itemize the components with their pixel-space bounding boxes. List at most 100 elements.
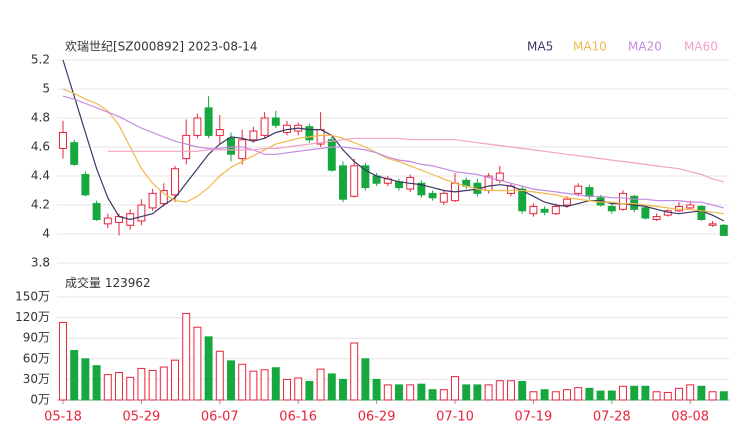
x-tick-label: 07-28: [593, 410, 631, 425]
y-tick-label: 4.2: [31, 198, 50, 212]
candle-body: [70, 142, 79, 165]
candle-body: [585, 187, 594, 197]
candle-body: [171, 168, 179, 196]
volume-bar: [484, 384, 493, 401]
volume-bar: [473, 384, 482, 401]
volume-bar: [103, 374, 112, 401]
volume-bar: [238, 363, 247, 401]
volume-bar: [171, 359, 179, 401]
candle: [148, 189, 157, 211]
candle: [417, 180, 426, 198]
candle: [708, 220, 717, 227]
y-tick-label: 4.4: [31, 169, 50, 183]
candle-body: [607, 205, 616, 212]
candle: [260, 112, 269, 139]
candle: [719, 223, 728, 236]
volume-bar: [708, 391, 717, 401]
volume-bar: [137, 367, 146, 401]
legend-label: MA20: [628, 40, 662, 54]
candle-body: [439, 192, 448, 203]
candle-body: [260, 117, 269, 136]
candle: [641, 206, 650, 220]
ma-line: [62, 88, 724, 215]
volume-bar: [327, 373, 336, 401]
candle-body: [551, 205, 560, 215]
legend-label: MA60: [684, 40, 718, 54]
legend-label: MA10: [573, 40, 607, 54]
volume-label: 成交量: [65, 275, 101, 290]
volume-bar: [462, 384, 471, 401]
candle-body: [103, 217, 112, 225]
volume-bar: [383, 384, 392, 401]
volume-bar: [372, 378, 381, 401]
candle-body: [563, 198, 571, 206]
candle: [439, 190, 448, 205]
volume-tick-label: 60万: [23, 351, 50, 365]
candle: [327, 136, 336, 172]
candle-body: [361, 165, 370, 189]
candle-body: [652, 216, 661, 221]
volume-bar: [227, 360, 235, 401]
candle-body: [305, 126, 314, 141]
volume-bar: [585, 387, 594, 401]
candle: [182, 119, 191, 165]
volume-bar: [283, 378, 291, 401]
volume-bar: [630, 385, 639, 401]
candle-body: [428, 192, 437, 199]
candle-body: [619, 192, 627, 210]
candle: [70, 139, 79, 166]
candle-body: [238, 139, 247, 160]
volume-bar: [507, 380, 515, 401]
y-tick-label: 5: [42, 82, 50, 96]
candle-body: [215, 129, 224, 136]
candle-body: [81, 174, 90, 196]
x-tick-label: 06-07: [201, 410, 239, 425]
volume-bar: [126, 376, 135, 401]
candle: [193, 113, 202, 139]
volume-bar: [339, 378, 347, 401]
volume-bar: [271, 367, 280, 401]
candle-body: [271, 117, 280, 126]
volume-bar: [551, 391, 560, 401]
candle-body: [630, 195, 639, 210]
candle-body: [686, 204, 695, 209]
candle: [103, 213, 112, 229]
candle-body: [719, 224, 728, 236]
ma-line: [107, 137, 724, 183]
volume-bar: [641, 385, 650, 401]
candle: [697, 205, 706, 221]
y-tick-label: 3.8: [31, 256, 50, 270]
volume-bar: [350, 342, 359, 401]
candle-body: [417, 182, 426, 196]
volume-bar: [305, 380, 314, 401]
candle: [585, 184, 594, 200]
volume-bar: [540, 389, 549, 401]
candle: [59, 120, 67, 159]
candle: [607, 203, 616, 214]
volume-bar: [529, 391, 538, 401]
candle: [339, 161, 347, 203]
volume-bar: [260, 369, 269, 401]
candle-body: [529, 205, 538, 215]
volume-bar: [619, 385, 627, 401]
volume-bar: [193, 326, 202, 401]
candle: [215, 115, 224, 145]
candle: [283, 120, 291, 136]
volume-bar: [428, 389, 437, 401]
candle: [171, 165, 179, 203]
volume-bar: [115, 372, 123, 401]
x-tick-label: 05-18: [44, 410, 82, 425]
candle-body: [92, 203, 101, 221]
candle: [574, 183, 583, 197]
volume-bar: [70, 350, 79, 401]
candle-body: [574, 185, 583, 194]
volume-bar: [81, 358, 90, 401]
volume-tick-label: 30万: [23, 372, 50, 386]
candle-body: [137, 204, 146, 222]
candle-body: [193, 117, 202, 136]
candle: [159, 183, 168, 207]
ma-line: [62, 95, 724, 209]
candle: [92, 200, 101, 221]
candle-body: [59, 132, 67, 149]
